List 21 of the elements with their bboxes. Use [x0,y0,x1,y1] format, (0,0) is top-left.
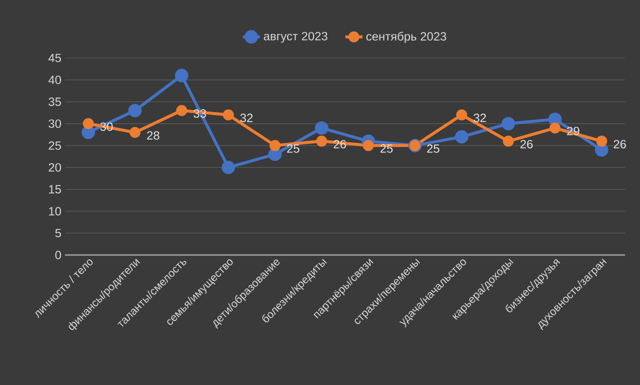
y-tick-label: 0 [55,250,62,260]
data-label: 29 [567,126,580,136]
y-tick-label: 20 [48,163,62,172]
y-tick-label: 25 [48,141,61,150]
y-tick-label: 40 [48,76,62,84]
legend-label: сентябрь 2023 [366,32,446,43]
y-tick-label: 5 [55,228,61,238]
data-label: 25 [287,144,300,153]
y-tick-label: 35 [48,98,61,106]
legend-label: август 2023 [264,32,328,43]
data-label: 33 [194,109,206,118]
y-tick-label: 45 [48,54,61,62]
y-tick-label: 30 [48,119,62,128]
data-label: 32 [240,114,253,122]
data-label: 28 [147,131,160,140]
y-tick-label: 10 [49,206,62,216]
y-tick-label: 15 [49,185,61,194]
data-label: 32 [474,114,486,122]
data-label: 26 [614,140,626,148]
data-label: 25 [427,144,440,153]
data-label: 26 [520,140,533,148]
